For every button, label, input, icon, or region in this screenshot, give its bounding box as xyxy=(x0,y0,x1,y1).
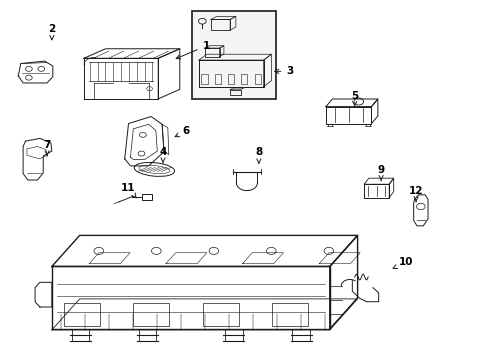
Text: 4: 4 xyxy=(159,148,166,163)
Bar xyxy=(191,11,275,99)
Bar xyxy=(133,303,169,327)
Bar xyxy=(201,74,207,84)
Text: 8: 8 xyxy=(255,148,262,163)
Text: 10: 10 xyxy=(392,257,413,269)
Bar xyxy=(254,74,260,84)
Bar xyxy=(214,74,221,84)
Bar xyxy=(364,184,388,198)
Bar xyxy=(199,60,263,86)
Text: 9: 9 xyxy=(377,165,384,181)
Text: 3: 3 xyxy=(274,66,293,76)
Bar xyxy=(203,303,238,327)
Text: 1: 1 xyxy=(176,41,209,59)
Bar xyxy=(230,90,240,95)
Bar xyxy=(241,74,247,84)
Text: 7: 7 xyxy=(43,140,51,156)
Bar xyxy=(210,19,230,30)
Bar xyxy=(325,107,371,123)
Bar xyxy=(227,74,234,84)
Text: 11: 11 xyxy=(121,183,136,198)
Bar xyxy=(205,48,219,57)
Bar xyxy=(64,303,100,327)
Text: 12: 12 xyxy=(408,186,423,202)
Bar xyxy=(142,194,152,200)
Text: 5: 5 xyxy=(350,91,358,107)
Bar xyxy=(272,303,307,327)
Text: 6: 6 xyxy=(175,126,189,137)
Text: 2: 2 xyxy=(48,24,55,40)
